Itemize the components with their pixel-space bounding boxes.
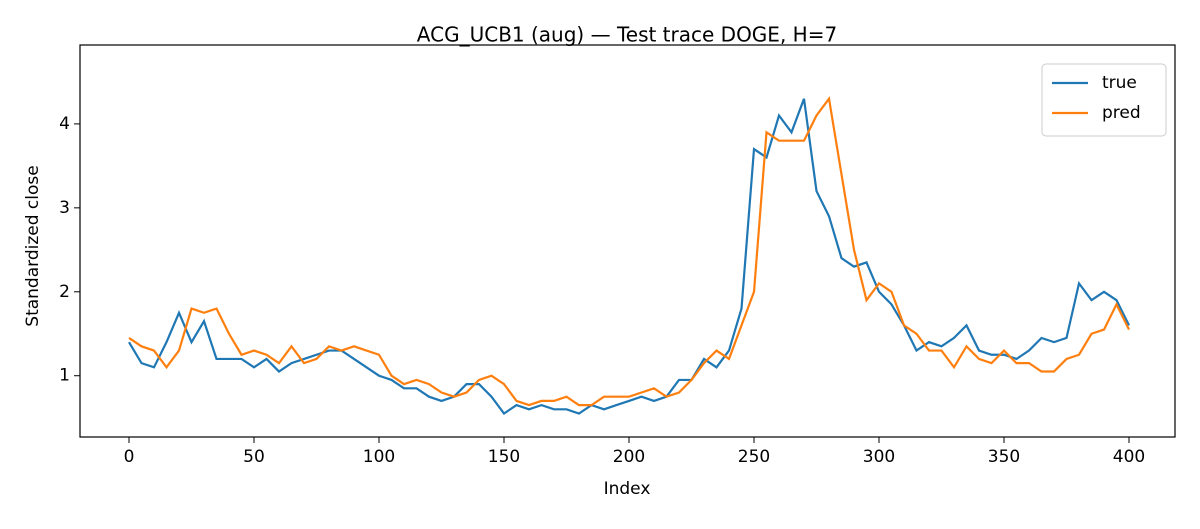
series-line <box>128 98 1130 415</box>
plot-frame <box>79 44 1176 438</box>
x-tick-label: 400 <box>1113 447 1145 467</box>
y-tick-label: 4 <box>59 114 70 134</box>
y-axis-label: Standardized close <box>23 165 43 326</box>
x-tick-label: 350 <box>988 447 1020 467</box>
x-tick-label: 50 <box>243 447 265 467</box>
series-line <box>128 95 1130 407</box>
x-tick-label: 150 <box>488 447 520 467</box>
x-tick-label: 100 <box>363 447 395 467</box>
legend-label: true <box>1102 73 1137 93</box>
x-tick-label: 0 <box>124 447 135 467</box>
y-tick-label: 1 <box>59 366 70 386</box>
x-tick-label: 250 <box>738 447 770 467</box>
legend-label: pred <box>1102 103 1141 123</box>
y-tick-label: 3 <box>59 198 70 218</box>
y-tick-label: 2 <box>59 282 70 302</box>
x-tick-label: 300 <box>863 447 895 467</box>
x-tick-label: 200 <box>613 447 645 467</box>
x-axis-label: Index <box>604 479 651 499</box>
chart-title: ACG_UCB1 (aug) — Test trace DOGE, H=7 <box>417 23 837 47</box>
